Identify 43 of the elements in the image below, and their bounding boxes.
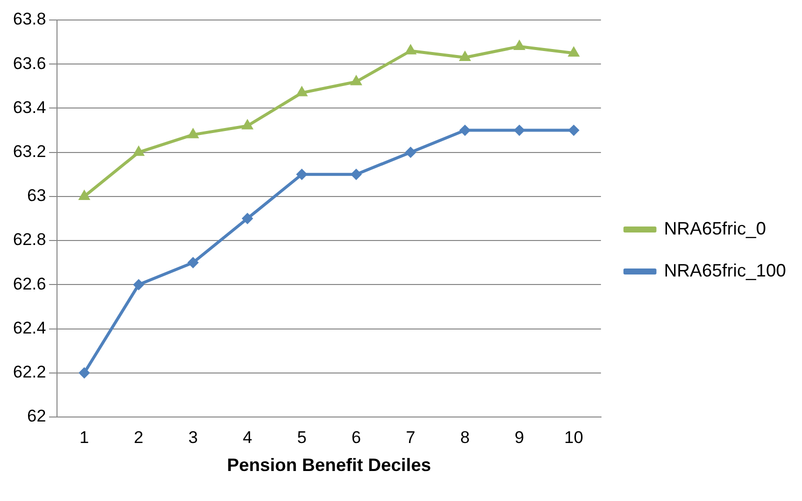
- point: [350, 75, 362, 86]
- point: [242, 119, 254, 130]
- point: [133, 279, 144, 290]
- point: [404, 44, 416, 54]
- point: [459, 124, 470, 136]
- y-tick-label: 63.8: [12, 10, 46, 29]
- legend-label: NRA65fric_0: [664, 218, 766, 238]
- point: [459, 50, 471, 61]
- y-tick-label: 63.6: [12, 54, 46, 73]
- y-tick-label: 63: [27, 186, 46, 206]
- y-tick-label: 62.4: [12, 318, 46, 338]
- x-tick-label: 7: [406, 428, 416, 447]
- x-tick-label: 2: [134, 428, 144, 447]
- point: [568, 46, 580, 57]
- x-tick-label: 9: [514, 428, 524, 447]
- x-tick-label: 10: [564, 428, 584, 447]
- x-tick-label: 4: [242, 428, 252, 447]
- y-tick-label: 62: [27, 406, 46, 426]
- x-axis-title: Pension Benefit Deciles: [226, 455, 432, 476]
- x-tick-label: 8: [460, 428, 470, 447]
- point: [296, 86, 308, 96]
- point: [188, 257, 199, 268]
- point: [296, 168, 308, 180]
- point: [350, 168, 362, 180]
- point: [242, 213, 253, 224]
- point: [405, 146, 416, 158]
- point: [187, 128, 199, 138]
- point: [132, 146, 144, 156]
- point: [78, 367, 90, 378]
- point: [568, 124, 580, 136]
- y-tick-label: 62.6: [12, 274, 46, 294]
- y-tick-label: 63.4: [12, 98, 46, 117]
- y-tick-label: 62.8: [12, 230, 46, 250]
- y-tick-label: 62.2: [12, 362, 46, 382]
- x-tick-label: 1: [80, 428, 90, 447]
- y-tick-label: 63.2: [12, 142, 46, 162]
- point: [514, 124, 525, 136]
- x-tick-label: 5: [297, 428, 307, 447]
- legend-label: NRA65fric_100: [664, 260, 786, 280]
- point: [78, 190, 90, 200]
- point: [514, 40, 526, 50]
- x-tick-label: 6: [351, 428, 361, 447]
- x-tick-label: 3: [188, 428, 198, 447]
